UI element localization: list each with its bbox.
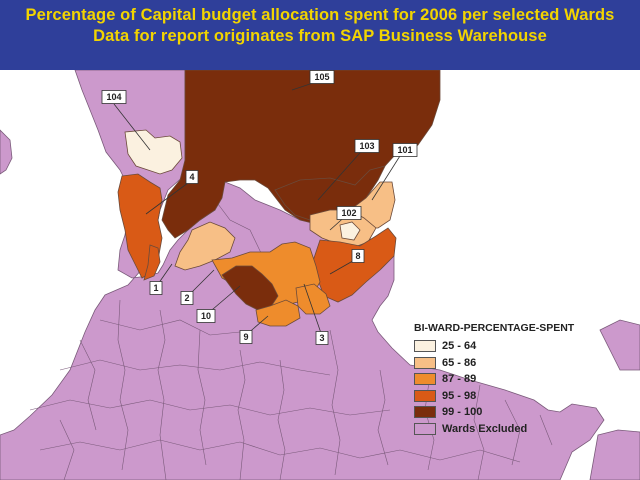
ward-map: 105 104 4 103 101 102 8 1 2 10 9 3 [0, 70, 640, 480]
ward-label-box [149, 281, 163, 295]
legend-swatch [414, 389, 436, 402]
legend-item: 65 - 86 [414, 355, 614, 372]
ward-label-box [239, 330, 253, 344]
label-leaders [113, 79, 406, 337]
legend-title: BI-WARD-PERCENTAGE-SPENT [414, 322, 575, 334]
ward-104[interactable] [124, 129, 183, 175]
ward-label-text: 10 [201, 311, 211, 321]
ward-label-9: 9 [239, 330, 253, 344]
ward-label-box [101, 90, 127, 104]
ward-label-text: 9 [243, 332, 248, 342]
ward-label-104: 104 [101, 90, 127, 104]
excluded-bottom-right [589, 429, 640, 480]
ward-label-box [351, 249, 365, 263]
ward-label-text: 4 [189, 172, 194, 182]
legend-item: 25 - 64 [414, 338, 614, 355]
map-subtitle: Data for report originates from SAP Busi… [93, 27, 547, 45]
legend-label: 87 - 89 [442, 373, 477, 386]
ward-labels: 105 104 4 103 101 102 8 1 2 10 9 3 [101, 70, 418, 345]
legend-label: 65 - 86 [442, 356, 477, 369]
legend-swatch [414, 356, 436, 369]
ward-9[interactable] [255, 299, 301, 327]
legend-item: 99 - 100 [414, 404, 614, 421]
ward-label-2: 2 [180, 291, 194, 305]
legend-label: 95 - 98 [442, 389, 477, 402]
legend-label: 25 - 64 [442, 340, 477, 353]
selected-wards [117, 70, 441, 327]
ward-3[interactable] [295, 283, 331, 315]
legend-swatch [414, 373, 436, 386]
legend-item: 95 - 98 [414, 388, 614, 405]
legend: BI-WARD-PERCENTAGE-SPENT 25 - 64 65 - 86 8… [414, 322, 614, 437]
ward-label-box [315, 331, 329, 345]
ward-label-box [185, 170, 199, 184]
ward-label-text: 102 [341, 208, 356, 218]
ward-label-box [336, 206, 362, 220]
ward-1[interactable] [174, 221, 236, 271]
ward-label-box [180, 291, 194, 305]
ward-label-box [196, 309, 216, 323]
ward-boundaries [29, 199, 553, 480]
ward-label-10: 10 [196, 309, 216, 323]
legend-swatch [414, 406, 436, 419]
legend-label: Wards Excluded [442, 422, 528, 435]
ward-102-inner[interactable] [339, 221, 361, 241]
ward-label-8: 8 [351, 249, 365, 263]
ward-label-box [354, 139, 380, 153]
legend-item: Wards Excluded [414, 421, 614, 438]
ward-8[interactable] [311, 227, 397, 303]
excluded-corner-right [599, 319, 640, 371]
legend-item: 87 - 89 [414, 371, 614, 388]
legend-swatch [414, 340, 436, 353]
legend-label: 99 - 100 [442, 406, 483, 419]
ward-label-text: 3 [319, 333, 324, 343]
title-bar: Percentage of Capital budget allocation … [0, 0, 640, 70]
ward-label-4: 4 [185, 170, 199, 184]
ward-label-text: 8 [355, 251, 360, 261]
ward-label-105: 105 [309, 70, 335, 84]
ward-label-box [309, 70, 335, 84]
ward-label-103: 103 [354, 139, 380, 153]
ward-label-text: 105 [314, 72, 329, 82]
ward-label-text: 1 [153, 283, 158, 293]
ward-10[interactable] [221, 265, 279, 311]
map-area: 105 104 4 103 101 102 8 1 2 10 9 3 BI-WARD-PERCENTA… [0, 70, 640, 480]
excluded-island-left [0, 129, 13, 175]
ward-label-101: 101 [392, 143, 418, 157]
legend-rows: 25 - 64 65 - 86 87 - 89 95 - 98 99 - 100 Ward… [414, 338, 614, 437]
legend-swatch [414, 422, 436, 435]
ward-label-text: 2 [184, 293, 189, 303]
ward-1-strip[interactable] [143, 244, 161, 281]
ward-label-102: 102 [336, 206, 362, 220]
map-title: Percentage of Capital budget allocation … [25, 6, 615, 24]
ward-label-text: 101 [397, 145, 412, 155]
ward-label-3: 3 [315, 331, 329, 345]
ward-label-text: 103 [359, 141, 374, 151]
ward-label-box [392, 143, 418, 157]
ward-label-1: 1 [149, 281, 163, 295]
ward-label-text: 104 [106, 92, 121, 102]
